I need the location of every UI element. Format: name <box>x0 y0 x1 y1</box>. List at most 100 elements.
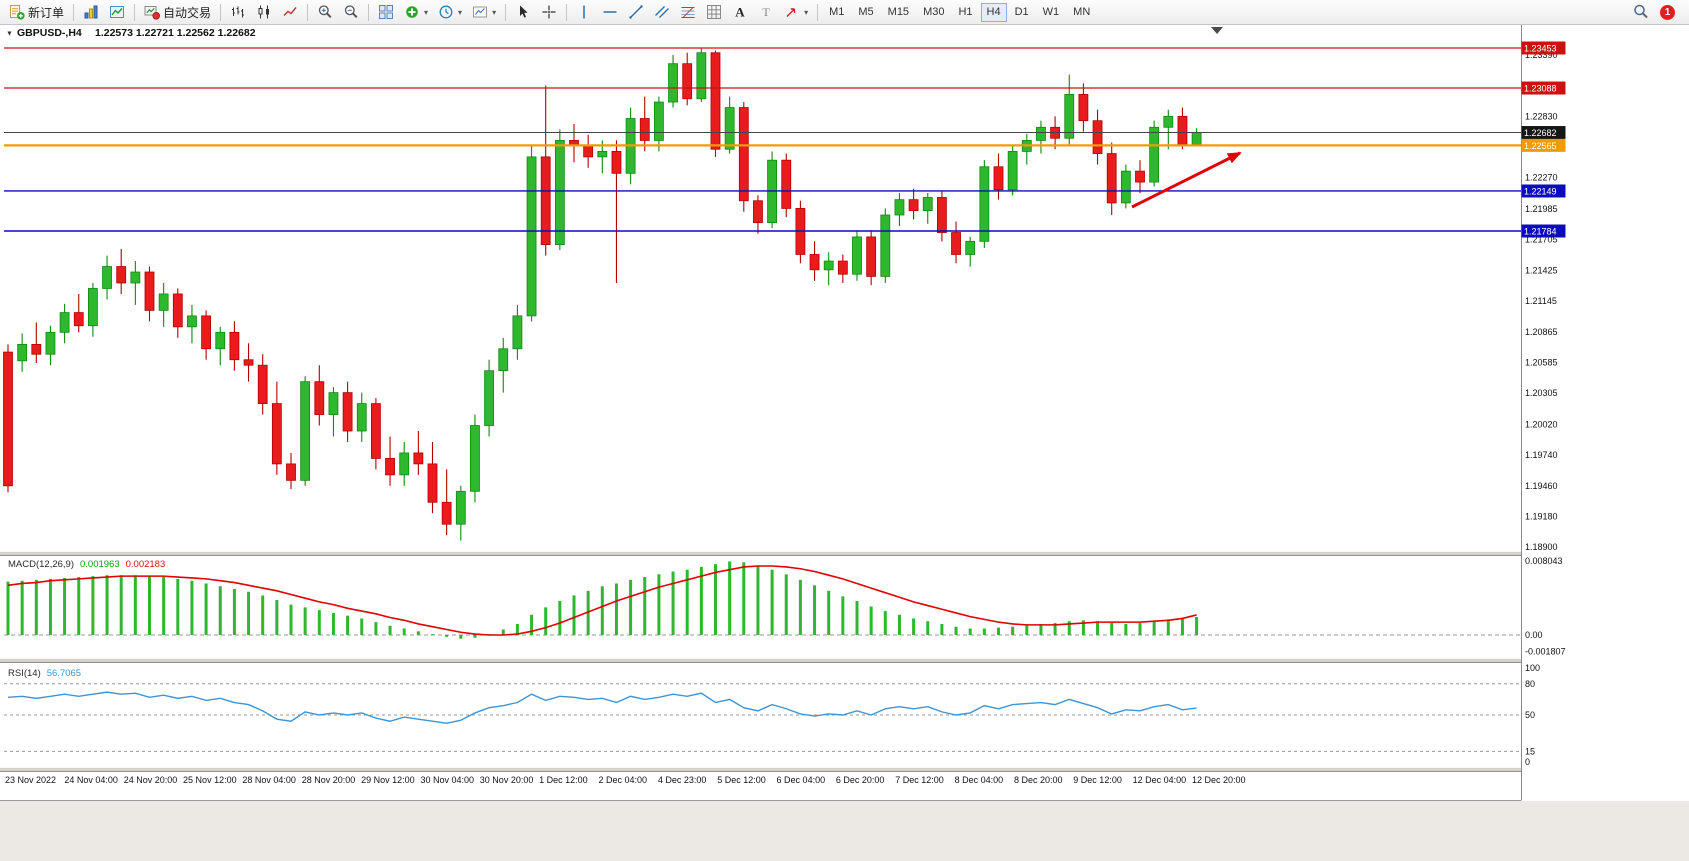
candle <box>809 254 820 271</box>
grid-button[interactable] <box>702 2 726 23</box>
price-axis-tick: 1.21985 <box>1525 204 1558 214</box>
bar-chart-icon <box>232 6 245 18</box>
timeframe-button-m30[interactable]: M30 <box>917 3 950 22</box>
price-axis[interactable] <box>1521 24 1689 801</box>
toolbar-buttons: 新订单 自动交易 ▾ ▾ ▾ A T ▾ M1 M5 M15 M30 H1 H4 D1 W1 MN <box>4 2 1097 23</box>
macd-histogram-bar <box>402 628 406 635</box>
bar-chart-button[interactable] <box>226 2 250 23</box>
quote-dropdown-icon[interactable]: ▼ <box>6 31 13 38</box>
macd-histogram-bar <box>798 579 802 635</box>
macd-histogram-bar <box>1138 623 1142 635</box>
date-label: 7 Dec 12:00 <box>895 775 944 785</box>
timeframe-button-m15[interactable]: M15 <box>882 3 915 22</box>
date-label: 28 Nov 20:00 <box>302 775 356 785</box>
candle <box>1078 93 1089 122</box>
macd-histogram-bar <box>629 579 633 635</box>
candle-chart-button[interactable] <box>252 2 276 23</box>
candle <box>1163 115 1174 128</box>
candle <box>385 458 395 476</box>
candle <box>922 197 933 212</box>
chart-shift-marker[interactable] <box>1211 27 1223 34</box>
macd-histogram-bar <box>374 622 378 635</box>
periods-button[interactable]: ▾ <box>434 2 466 23</box>
text-button[interactable]: A <box>728 2 752 23</box>
macd-histogram-bar <box>204 583 208 635</box>
new-order-button-label: 新订单 <box>28 5 65 20</box>
tile-windows-button[interactable] <box>374 2 398 23</box>
candle <box>738 107 749 202</box>
candle <box>583 145 594 158</box>
candle <box>753 200 763 224</box>
notification-badge[interactable]: 1 <box>1660 4 1675 20</box>
date-label: 25 Nov 12:00 <box>183 775 237 785</box>
candle <box>554 140 565 246</box>
candle <box>908 199 919 212</box>
toolbar-separator <box>220 3 222 21</box>
candle <box>837 260 848 275</box>
profiles-button[interactable] <box>79 2 103 23</box>
arrows-button[interactable]: ▾ <box>780 2 812 23</box>
candle <box>17 343 28 362</box>
candle <box>59 312 70 333</box>
date-label: 28 Nov 04:00 <box>242 775 296 785</box>
zoom-in-button[interactable] <box>313 2 337 23</box>
toolbar-separator <box>505 3 507 21</box>
fibonacci-button[interactable] <box>676 2 700 23</box>
macd-histogram-bar <box>912 618 916 635</box>
horizontal-line-button[interactable] <box>598 2 622 23</box>
macd-histogram-bar <box>1195 616 1199 635</box>
zoom-out-button[interactable] <box>339 2 363 23</box>
horizontal-line-icon <box>603 11 617 13</box>
macd-histogram-bar <box>643 577 647 635</box>
macd-histogram-bar <box>997 627 1000 635</box>
templates-button[interactable]: ▾ <box>468 2 500 23</box>
candle <box>427 463 438 503</box>
autotrading-button[interactable]: 自动交易 <box>140 2 215 23</box>
macd-histogram-bar <box>388 625 392 635</box>
macd-histogram-bar <box>784 574 788 635</box>
indicators-button[interactable]: ▾ <box>400 2 432 23</box>
macd-axis-label: -0.001807 <box>1525 647 1566 657</box>
trendline-button[interactable] <box>624 2 648 23</box>
market-watch-button[interactable] <box>105 2 129 23</box>
timeframe-button-h1[interactable]: H1 <box>952 3 978 22</box>
periods-icon <box>439 5 453 19</box>
candle <box>781 159 792 209</box>
candle <box>724 107 735 150</box>
timeframe-button-w1[interactable]: W1 <box>1037 3 1066 22</box>
equidistant-channel-button[interactable] <box>650 2 674 23</box>
svg-text:T: T <box>762 5 770 19</box>
date-label: 6 Dec 20:00 <box>836 775 885 785</box>
candle <box>144 271 155 311</box>
date-label: 12 Dec 04:00 <box>1133 775 1187 785</box>
timeframe-button-mn[interactable]: MN <box>1067 3 1096 22</box>
macd-histogram-bar <box>1096 621 1100 635</box>
text-label-button[interactable]: T <box>754 2 778 23</box>
macd-histogram-bar <box>544 607 548 635</box>
trend-arrow[interactable] <box>1131 151 1242 209</box>
panel-splitter[interactable] <box>0 551 1689 556</box>
candle <box>201 315 212 350</box>
cursor-button[interactable] <box>511 2 535 23</box>
candle <box>852 236 862 275</box>
candle <box>172 293 183 328</box>
timeframe-button-m5[interactable]: M5 <box>852 3 879 22</box>
timeframe-button-h4[interactable]: H4 <box>980 2 1007 22</box>
rsi-axis-label: 100 <box>1525 663 1540 673</box>
panel-splitter[interactable] <box>0 658 1689 663</box>
search-button[interactable] <box>1629 2 1653 23</box>
timeframe-button-m1[interactable]: M1 <box>823 3 850 22</box>
crosshair-button[interactable] <box>537 2 561 23</box>
macd-axis-label: 0.00 <box>1525 630 1543 640</box>
candle <box>399 452 410 476</box>
panel-splitter[interactable] <box>0 767 1689 772</box>
macd-histogram-bar <box>714 564 717 635</box>
macd-histogram-bar <box>190 580 194 635</box>
vertical-line-button[interactable] <box>572 2 596 23</box>
new-order-button[interactable]: 新订单 <box>5 2 68 23</box>
macd-histogram-bar <box>558 600 562 635</box>
date-label: 5 Dec 12:00 <box>717 775 766 785</box>
date-label: 8 Dec 20:00 <box>1014 775 1063 785</box>
timeframe-button-d1[interactable]: D1 <box>1009 3 1035 22</box>
line-chart-button[interactable] <box>278 2 302 23</box>
